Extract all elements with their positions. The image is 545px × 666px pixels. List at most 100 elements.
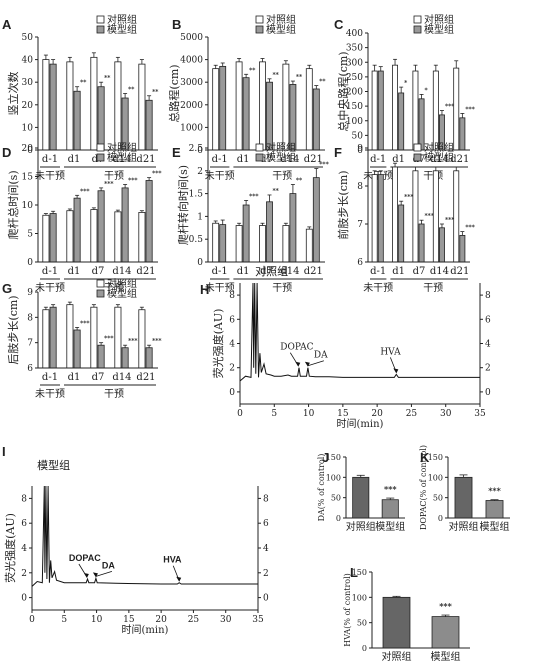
arrow-head xyxy=(295,361,301,367)
bar-model xyxy=(121,187,129,263)
bar-control xyxy=(371,70,378,151)
x-tick-label: d21 xyxy=(450,266,469,277)
legend-label: 对照组 xyxy=(107,141,137,154)
x-tick-label: 10 xyxy=(91,615,103,625)
bar-model xyxy=(242,204,250,263)
arrow-head xyxy=(304,361,310,367)
y-tick-label: 8 xyxy=(27,313,33,323)
significance-mark: ** xyxy=(249,67,255,74)
x-tick-label: 15 xyxy=(123,615,135,625)
significance-mark: ** xyxy=(104,75,110,82)
x-tick-label: d1 xyxy=(237,266,250,277)
y-tick-label: 50 xyxy=(433,494,443,503)
bar-control xyxy=(235,61,243,151)
bar-model xyxy=(438,227,445,263)
panel-label: E xyxy=(172,145,181,160)
legend-swatch xyxy=(413,143,422,152)
x-tick-label: d7 xyxy=(92,266,105,277)
y-tick-label: 8 xyxy=(357,182,363,192)
y-tick-label: 2000 xyxy=(180,101,203,111)
x-tick-label: d14 xyxy=(430,266,449,277)
bar-model xyxy=(266,81,273,151)
x-tick-label: d14 xyxy=(112,266,131,277)
bar-model xyxy=(242,77,250,151)
bar-control xyxy=(42,214,50,263)
group-label: 未干预 xyxy=(35,388,65,400)
bar-control xyxy=(382,596,411,649)
y-tick-label: 400 xyxy=(346,29,363,39)
bar-control xyxy=(138,63,146,151)
chart-panel-e: E 0 0.5 1 1.5 2 2.5 爬杆转向时间(s) d-1 d1 *** d7 ** d14 ** d… xyxy=(172,141,329,294)
y-axis-label: DOPAC(% of control) xyxy=(419,445,428,530)
legend-swatch xyxy=(96,143,105,152)
y-tick-label-right: 8 xyxy=(485,291,491,301)
legend-label: 对照组 xyxy=(266,13,296,26)
significance-mark: *** xyxy=(465,106,474,113)
y-tick-label: 5 xyxy=(27,230,33,240)
y-tick-label-right: 8 xyxy=(263,494,269,504)
bar-model xyxy=(381,499,399,519)
x-tick-label: 模型组 xyxy=(431,650,461,662)
x-tick-label: d1 xyxy=(68,372,81,383)
legend-swatch xyxy=(413,15,422,24)
y-tick-label: 2.5 xyxy=(189,144,204,154)
y-axis-label: 荧光强度(AU) xyxy=(3,513,17,583)
y-axis-label: DA(% of control) xyxy=(317,454,326,522)
bar-control xyxy=(432,70,439,151)
y-tick-label: 9 xyxy=(357,144,363,154)
legend-swatch xyxy=(255,153,264,162)
significance-mark: ** xyxy=(273,188,279,195)
bar-control xyxy=(114,61,122,151)
bar-model xyxy=(312,177,320,263)
y-tick-label: 6 xyxy=(21,519,27,529)
y-tick-label: 50 xyxy=(352,131,364,141)
bar-model xyxy=(418,223,425,263)
significance-mark: ** xyxy=(296,177,302,184)
y-tick-label-right: 4 xyxy=(263,544,269,554)
significance-mark: *** xyxy=(384,484,397,494)
bar-control xyxy=(371,174,378,263)
x-tick-label: d14 xyxy=(280,154,299,165)
legend-swatch xyxy=(96,15,105,24)
chart-title: 对照组 xyxy=(255,264,288,278)
legend-label: 模型组 xyxy=(266,151,296,164)
y-tick-label: 200 xyxy=(346,88,363,98)
significance-mark: *** xyxy=(249,193,258,200)
y-tick-label: 0 xyxy=(197,146,203,156)
y-tick-label: 20 xyxy=(22,144,34,154)
x-tick-label: d14 xyxy=(280,266,299,277)
legend-swatch xyxy=(413,25,422,34)
bar-control xyxy=(259,225,266,263)
y-tick-label: 10 xyxy=(22,201,34,211)
panel-label: D xyxy=(2,145,11,160)
x-tick-label: d1 xyxy=(68,266,81,277)
chart-panel-a: A01020304050竖立次数d-1d1**d7**d14**d21**未干预… xyxy=(2,13,158,182)
y-tick-label: 1000 xyxy=(180,123,203,133)
x-tick-label: 20 xyxy=(371,409,383,419)
bar-control xyxy=(114,211,122,263)
significance-mark: *** xyxy=(465,225,474,232)
x-tick-label: d-1 xyxy=(370,266,386,277)
y-tick-label: 8 xyxy=(21,494,27,504)
bar-control xyxy=(90,56,98,151)
bar-model xyxy=(459,117,466,151)
legend-label: 模型组 xyxy=(107,23,137,36)
bar-model xyxy=(459,234,466,263)
y-tick-label: 0 xyxy=(229,388,235,398)
y-tick-label: 1.5 xyxy=(189,190,204,200)
bar-model xyxy=(97,344,105,369)
bar-model xyxy=(97,86,105,151)
legend-swatch xyxy=(255,25,264,34)
legend-swatch xyxy=(96,279,105,288)
bar-model xyxy=(377,70,384,151)
bar-control xyxy=(66,61,74,151)
bar-model xyxy=(485,500,504,519)
y-tick-label-right: 2 xyxy=(485,364,491,374)
y-tick-label: 0.5 xyxy=(189,235,204,245)
bar-control xyxy=(114,306,122,369)
y-tick-label: 0 xyxy=(362,644,367,653)
y-tick-label: 150 xyxy=(346,102,363,112)
y-tick-label: 0 xyxy=(27,146,33,156)
significance-mark: ** xyxy=(296,74,302,81)
